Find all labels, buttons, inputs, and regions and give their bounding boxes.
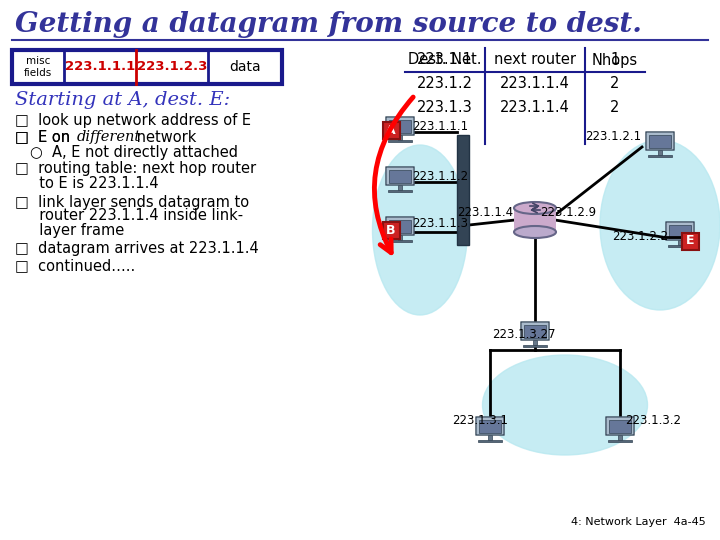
Bar: [388, 240, 412, 242]
Bar: [648, 154, 672, 157]
Bar: [523, 345, 547, 347]
Text: □  continued…..: □ continued…..: [15, 259, 135, 273]
Bar: [457, 135, 469, 245]
Text: 223.1.2.9: 223.1.2.9: [540, 206, 596, 219]
Bar: [398, 234, 402, 240]
Bar: [618, 435, 621, 440]
FancyBboxPatch shape: [386, 217, 414, 235]
Bar: [398, 185, 402, 190]
Text: network: network: [132, 130, 197, 145]
FancyBboxPatch shape: [386, 117, 414, 135]
Text: 223.1.1.1: 223.1.1.1: [65, 60, 135, 73]
Text: E: E: [685, 234, 694, 247]
Text: 223.1.2.2: 223.1.2.2: [612, 231, 668, 244]
Bar: [389, 120, 411, 133]
Text: 223.1.1.3: 223.1.1.3: [412, 217, 468, 230]
Text: 223.1.1.2: 223.1.1.2: [412, 170, 468, 183]
Bar: [388, 190, 412, 192]
Bar: [389, 170, 411, 183]
Bar: [524, 325, 546, 338]
Text: Dest. Net.: Dest. Net.: [408, 52, 482, 68]
Text: □  E on: □ E on: [15, 130, 75, 145]
Ellipse shape: [600, 140, 720, 310]
FancyArrowPatch shape: [374, 97, 413, 253]
Bar: [678, 240, 682, 245]
Ellipse shape: [482, 355, 647, 455]
Text: ○  A, E not directly attached: ○ A, E not directly attached: [30, 145, 238, 159]
Text: 223.1.1: 223.1.1: [417, 52, 473, 68]
Text: different: different: [77, 130, 141, 144]
Text: □  routing table: next hop router: □ routing table: next hop router: [15, 161, 256, 177]
Text: 223.1.3.2: 223.1.3.2: [625, 414, 681, 427]
Text: B: B: [386, 224, 396, 237]
FancyBboxPatch shape: [521, 322, 549, 340]
Bar: [389, 220, 411, 233]
Text: 223.1.2.1: 223.1.2.1: [585, 131, 641, 144]
Bar: [479, 420, 501, 433]
Text: 223.1.3.1: 223.1.3.1: [452, 414, 508, 427]
Text: 223.1.1.4: 223.1.1.4: [500, 77, 570, 91]
Bar: [609, 420, 631, 433]
Bar: [12, 50, 282, 84]
Text: data: data: [229, 60, 261, 74]
FancyBboxPatch shape: [382, 122, 400, 138]
Text: 223.1.1.1: 223.1.1.1: [412, 119, 468, 132]
Text: □  link layer sends datagram to: □ link layer sends datagram to: [15, 194, 249, 210]
FancyBboxPatch shape: [646, 132, 674, 150]
Text: layer frame: layer frame: [30, 222, 125, 238]
Text: to E is 223.1.1.4: to E is 223.1.1.4: [30, 176, 158, 191]
Bar: [388, 140, 412, 142]
Bar: [649, 135, 671, 148]
Text: 223.1.3.27: 223.1.3.27: [492, 328, 556, 341]
Bar: [668, 245, 692, 247]
FancyBboxPatch shape: [682, 233, 698, 249]
Bar: [608, 440, 632, 442]
Text: Getting a datagram from source to dest.: Getting a datagram from source to dest.: [15, 10, 642, 37]
Bar: [488, 435, 492, 440]
Text: misc
fields: misc fields: [24, 56, 52, 78]
Text: Nhops: Nhops: [592, 52, 638, 68]
Text: 2: 2: [611, 77, 620, 91]
Text: 4: Network Layer  4a-45: 4: Network Layer 4a-45: [571, 517, 706, 527]
Text: 1: 1: [611, 52, 620, 68]
Bar: [658, 150, 662, 154]
Text: □  look up network address of E: □ look up network address of E: [15, 112, 251, 127]
Bar: [514, 208, 556, 232]
Text: 223.1.2.3: 223.1.2.3: [137, 60, 207, 73]
Text: □  datagram arrives at 223.1.1.4: □ datagram arrives at 223.1.1.4: [15, 241, 258, 256]
FancyBboxPatch shape: [476, 417, 504, 435]
FancyBboxPatch shape: [386, 167, 414, 185]
Text: 223.1.1.4: 223.1.1.4: [500, 100, 570, 116]
Bar: [669, 225, 691, 238]
Bar: [478, 440, 502, 442]
Text: □  E on: □ E on: [15, 130, 75, 145]
Text: 223.1.1.4: 223.1.1.4: [457, 206, 513, 219]
Text: 223.1.3: 223.1.3: [417, 100, 473, 116]
Text: Starting at A, dest. E:: Starting at A, dest. E:: [15, 91, 230, 109]
Text: A: A: [386, 124, 396, 137]
Ellipse shape: [514, 202, 556, 214]
Ellipse shape: [372, 145, 467, 315]
Bar: [534, 340, 536, 345]
FancyBboxPatch shape: [606, 417, 634, 435]
FancyBboxPatch shape: [382, 221, 400, 239]
Text: 2: 2: [611, 100, 620, 116]
Text: next router: next router: [494, 52, 576, 68]
Text: 223.1.2: 223.1.2: [417, 77, 473, 91]
Ellipse shape: [514, 226, 556, 238]
Text: router 223.1.1.4 inside link-: router 223.1.1.4 inside link-: [30, 208, 243, 224]
FancyBboxPatch shape: [666, 222, 694, 240]
Bar: [398, 134, 402, 140]
